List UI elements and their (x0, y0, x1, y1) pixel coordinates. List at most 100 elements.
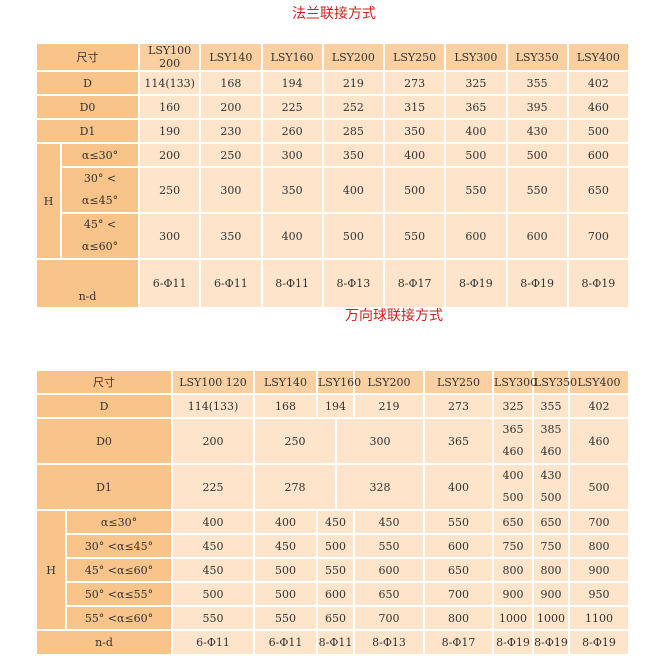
cell: 550 (318, 559, 354, 581)
cell: 300 (201, 168, 261, 212)
row-h: 45° < α≤60° 300 350 400 500 550 600 600 700 (37, 214, 628, 258)
column-header: LSY100 200 (140, 44, 200, 70)
cell: 300 (337, 419, 424, 463)
nd-label: n-d (37, 631, 171, 654)
cell: 114(133) (173, 395, 253, 417)
cell-value: 500 (502, 491, 524, 504)
cell: 325 (446, 72, 506, 94)
cell: 400 (262, 214, 322, 258)
cell: 8-Φ11 (318, 631, 354, 654)
size-label: 尺寸 (37, 44, 138, 70)
column-header: LSY140 (255, 371, 316, 393)
cell: 400 (255, 511, 316, 533)
cell: 350 (201, 214, 261, 258)
cell: 460 (568, 96, 628, 118)
column-header: LSY350 (534, 371, 577, 393)
cell: 900 (494, 583, 533, 605)
cell: 260 (262, 120, 322, 142)
cell: 355 (507, 72, 567, 94)
cell: 273 (385, 72, 445, 94)
cell: 273 (425, 395, 493, 417)
cell: 700 (425, 583, 493, 605)
cell: 200 (173, 419, 253, 463)
cell: 219 (323, 72, 383, 94)
ball-joint-connection-title: 万向球联接方式 (345, 308, 443, 324)
cell: 600 (425, 535, 493, 557)
angle-label: 45° <α≤60° (67, 559, 171, 581)
cell: 194 (318, 395, 354, 417)
cell: 6-Φ11 (255, 631, 316, 654)
angle-label: 30° < α≤45° (62, 168, 138, 212)
cell: 190 (140, 120, 200, 142)
cell: 500 (255, 559, 316, 581)
column-header: LSY300 (446, 44, 506, 70)
cell: 500 (323, 214, 383, 258)
row-h: 45° <α≤60° 450 500 550 600 650 800 800 900 (37, 559, 628, 581)
cell: 350 (323, 144, 383, 166)
cell: 8-Φ19 (494, 631, 533, 654)
cell: 550 (385, 214, 445, 258)
cell: 6-Φ11 (140, 260, 200, 307)
cell: 250 (201, 144, 261, 166)
cell: 225 (173, 465, 253, 509)
cell: 400 (425, 465, 493, 509)
cell: 315 (385, 96, 445, 118)
cell: 550 (446, 168, 506, 212)
cell: 365 (425, 419, 493, 463)
angle-label: 45° <α≤60° (62, 214, 138, 258)
cell: 200 (201, 96, 261, 118)
row-label: D (37, 72, 138, 94)
row-label: D1 (37, 120, 138, 142)
cell-value: α≤45° (81, 194, 119, 207)
column-header: LSY250 (385, 44, 445, 70)
cell: 450 (355, 511, 424, 533)
cell: 300 (140, 214, 200, 258)
cell: 325 (494, 395, 533, 417)
cell: 460 (570, 419, 628, 463)
cell: 350 (262, 168, 322, 212)
cell: 500 (446, 144, 506, 166)
cell: 114(133) (140, 72, 200, 94)
cell: 402 (568, 72, 628, 94)
cell-value: 460 (502, 445, 524, 458)
cell: 1000 (534, 607, 569, 629)
column-header: LSY200 (355, 371, 424, 393)
cell: 8-Φ17 (425, 631, 493, 654)
cell: 400 500 (494, 465, 533, 509)
cell: 450 (173, 559, 253, 581)
cell: 800 (425, 607, 493, 629)
cell: 550 (507, 168, 567, 212)
cell: 550 (355, 535, 424, 557)
cell: 1000 (494, 607, 533, 629)
angle-label: α≤30° (67, 511, 171, 533)
cell: 600 (507, 214, 567, 258)
cell: 252 (323, 96, 383, 118)
row-d0: D0 200 250 300 365 365 460 385 460 460 (37, 419, 628, 463)
cell: 650 (568, 168, 628, 212)
cell-value: 430 (540, 469, 562, 482)
cell: 400 (323, 168, 383, 212)
row-label: D0 (37, 419, 171, 463)
row-h: 30° < α≤45° 250 300 350 400 500 550 550 650 (37, 168, 628, 212)
cell: 355 (534, 395, 569, 417)
cell-value: 400 (502, 469, 524, 482)
cell: 600 (446, 214, 506, 258)
cell: 328 (337, 465, 424, 509)
cell: 450 (173, 535, 253, 557)
header-row: 尺寸 LSY100 120 LSY140 LSY160 LSY200 LSY250 LSY3… (37, 371, 628, 393)
cell: 395 (507, 96, 567, 118)
column-header: LSY350 (507, 44, 567, 70)
row-h: 50° <α≤55° 500 500 600 650 700 900 900 950 (37, 583, 628, 605)
cell: 500 (318, 535, 354, 557)
cell: 8-Φ19 (507, 260, 567, 307)
cell: 550 (255, 607, 316, 629)
row-nd: n-d 6-Φ11 6-Φ11 8-Φ11 8-Φ13 8-Φ17 8-Φ19 8-Φ19 8-… (37, 631, 628, 654)
cell: 600 (318, 583, 354, 605)
row-d: D 114(133) 168 194 219 273 325 355 402 (37, 395, 628, 417)
cell-value: 45° < (83, 218, 117, 231)
row-h: 55° <α≤60° 550 550 650 700 800 1000 1000 1100 (37, 607, 628, 629)
row-d: D 114(133) 168 194 219 273 325 355 402 (37, 72, 628, 94)
flange-connection-title: 法兰联接方式 (292, 6, 376, 22)
ball-joint-connection-table: 尺寸 LSY100 120 LSY140 LSY160 LSY200 LSY250 LSY3… (35, 369, 630, 656)
